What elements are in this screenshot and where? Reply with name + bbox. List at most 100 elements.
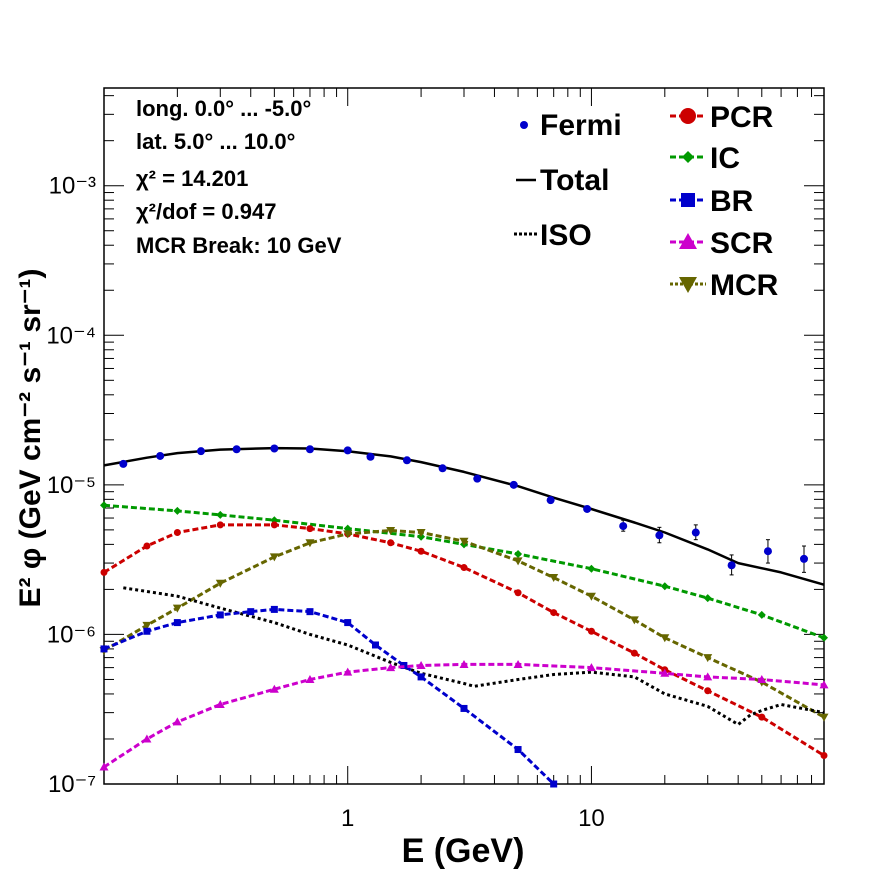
series-scr-point: [703, 672, 713, 681]
series-scr-point: [343, 667, 353, 676]
series-pcr-point: [387, 539, 395, 547]
legend-ic-marker: [682, 151, 694, 163]
series-br-point: [417, 673, 425, 681]
series-mcr-point: [459, 537, 469, 546]
series-mcr-point: [416, 529, 426, 538]
annotation-chi2-dof: χ²/dof = 0.947: [136, 199, 276, 224]
fermi-data-point: [619, 522, 628, 531]
series-pcr-point: [550, 609, 558, 617]
series-pcr-line: [103, 523, 825, 757]
series-ic-point: [216, 510, 225, 519]
series-pcr-point: [306, 525, 314, 533]
series-br-point: [550, 780, 558, 788]
series-br-point: [173, 619, 181, 627]
series-br-point: [371, 641, 379, 649]
series-iso: [123, 586, 825, 726]
series-ic-point: [587, 564, 596, 573]
series-iso-line: [123, 586, 825, 726]
legend-ic-label: IC: [710, 142, 740, 175]
series-pcr-point: [758, 713, 766, 721]
annotation-longitude: long. 0.0° ... -5.0°: [136, 96, 311, 121]
series-br-point: [270, 605, 278, 613]
legend-pcr-marker: [680, 108, 696, 124]
series-scr-point: [305, 674, 315, 683]
series-ic-point: [173, 506, 182, 515]
fermi-data-point: [119, 459, 128, 468]
series-pcr-point: [417, 547, 425, 555]
fermi-data-point: [509, 480, 518, 489]
series-br-point: [216, 611, 224, 619]
x-tick-label: 10: [578, 805, 605, 832]
series-scr-point: [215, 700, 225, 709]
y-tick-label: 10⁻⁵: [47, 472, 96, 499]
series-scr-point: [142, 734, 152, 743]
series-mcr-point: [819, 713, 829, 722]
series-br-line: [103, 607, 555, 786]
fermi-data-point: [473, 474, 482, 483]
series-ic-point: [820, 633, 828, 642]
fermi-data-point: [691, 528, 700, 537]
series-br-point: [143, 627, 151, 635]
series-mcr-point: [629, 616, 639, 625]
series-br-point: [247, 608, 255, 616]
fermi-data-point: [270, 444, 279, 453]
series-ic: [100, 501, 828, 642]
annotation-chi2: χ² = 14.201: [136, 166, 248, 191]
series-total: [103, 446, 825, 586]
annotation-mcr-break: MCR Break: 10 GeV: [136, 233, 342, 258]
series-scr: [99, 659, 829, 771]
fermi-data-point: [583, 504, 592, 513]
legend-right: PCR IC BR SCR MCR: [670, 101, 779, 302]
legend-iso-label: ISO: [540, 219, 592, 252]
legend-mcr-label: MCR: [710, 269, 779, 302]
legend-total-label: Total: [540, 164, 609, 197]
fermi-data-point: [763, 547, 772, 556]
series-mcr-point: [586, 592, 596, 601]
series-mcr-line: [103, 529, 825, 719]
series-pcr-point: [143, 542, 151, 550]
series-mcr-point: [549, 574, 559, 583]
series-br: [100, 605, 558, 788]
x-axis-title: E (GeV): [402, 832, 525, 870]
series-scr-point: [386, 663, 396, 672]
fermi-data-point: [546, 496, 555, 505]
series-total-line: [103, 446, 825, 586]
legend-fermi-label: Fermi: [540, 109, 622, 142]
series-pcr-point: [820, 752, 828, 760]
series-scr-line: [103, 662, 825, 769]
y-tick-label: 10⁻⁶: [47, 621, 96, 648]
x-tick-label: 1: [341, 805, 354, 832]
legend-scr-label: SCR: [710, 227, 774, 260]
legend-br-label: BR: [710, 185, 754, 218]
series-mcr-point: [660, 634, 670, 643]
series-scr-point: [416, 660, 426, 669]
series-pcr-point: [630, 649, 638, 657]
series-scr-point: [459, 659, 469, 668]
series-mcr-point: [513, 557, 523, 566]
series-pcr-point: [216, 521, 224, 529]
series-scr-point: [269, 684, 279, 693]
legend-scr-marker: [679, 233, 697, 249]
fermi-data-layer: [119, 444, 808, 576]
annotation-latitude: lat. 5.0° ... 10.0°: [136, 129, 295, 154]
axis-ticks: 1 10 10⁻⁷ 10⁻⁶ 10⁻⁵ 10⁻⁴ 10⁻³: [46, 88, 825, 832]
legend-fermi-marker: [520, 121, 528, 129]
series-scr-point: [757, 674, 767, 683]
series-mcr-point: [343, 530, 353, 539]
legend-br-marker: [681, 193, 695, 207]
y-tick-label: 10⁻⁴: [46, 322, 96, 349]
fermi-data-point: [366, 452, 375, 461]
series-scr-point: [586, 663, 596, 672]
legend-pcr-label: PCR: [710, 101, 774, 134]
fermi-data-point: [655, 531, 664, 540]
fermi-data-point: [305, 445, 314, 454]
legend-mcr-marker: [679, 277, 697, 293]
y-tick-label: 10⁻⁷: [48, 771, 96, 798]
series-ic-point: [514, 549, 523, 558]
series-pcr-point: [514, 589, 522, 597]
series-scr-point: [99, 762, 109, 771]
series-mcr-point: [386, 527, 396, 536]
series-mcr-point: [703, 654, 713, 663]
series-layer: [99, 446, 829, 788]
series-br-point: [344, 619, 352, 627]
